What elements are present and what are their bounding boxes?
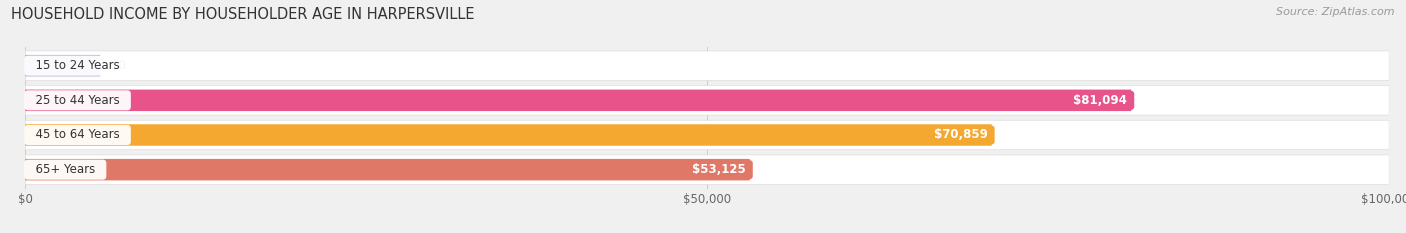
- FancyBboxPatch shape: [25, 155, 1389, 184]
- Text: Source: ZipAtlas.com: Source: ZipAtlas.com: [1277, 7, 1395, 17]
- Text: $81,094: $81,094: [1070, 94, 1132, 107]
- Text: 25 to 44 Years: 25 to 44 Years: [28, 94, 128, 107]
- Text: 45 to 64 Years: 45 to 64 Years: [28, 128, 128, 141]
- Text: $70,859: $70,859: [929, 128, 991, 141]
- Text: HOUSEHOLD INCOME BY HOUSEHOLDER AGE IN HARPERSVILLE: HOUSEHOLD INCOME BY HOUSEHOLDER AGE IN H…: [11, 7, 475, 22]
- FancyBboxPatch shape: [25, 89, 1132, 111]
- Text: $0: $0: [111, 59, 127, 72]
- FancyBboxPatch shape: [25, 86, 1389, 115]
- FancyBboxPatch shape: [25, 51, 1389, 80]
- FancyBboxPatch shape: [25, 159, 749, 180]
- FancyBboxPatch shape: [25, 120, 1389, 150]
- FancyBboxPatch shape: [25, 124, 991, 146]
- Text: $53,125: $53,125: [688, 163, 749, 176]
- Text: 15 to 24 Years: 15 to 24 Years: [28, 59, 128, 72]
- Text: 65+ Years: 65+ Years: [28, 163, 103, 176]
- FancyBboxPatch shape: [25, 55, 100, 76]
